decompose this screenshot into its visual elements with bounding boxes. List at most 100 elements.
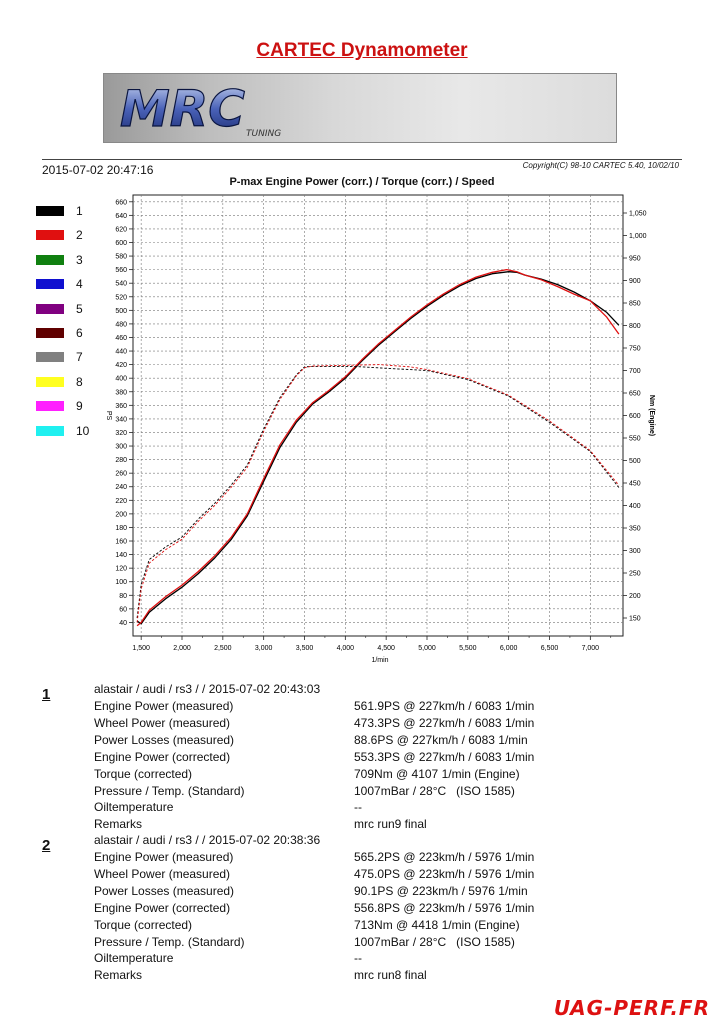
run-row-value: 561.9PS @ 227km/h / 6083 1/min [354,699,535,713]
legend-label: 8 [76,374,83,389]
run-row-label: Engine Power (measured) [94,699,234,713]
y-tick-label: 360 [115,403,127,410]
y-tick-label: 180 [115,525,127,532]
y-tick-label: 280 [115,457,127,464]
series-torque-run-2 [136,364,620,623]
x-tick-label: 2,000 [173,645,191,652]
logo-subtext: TUNING [246,129,281,138]
y-tick-label: 60 [119,606,127,613]
dyno-chart: 1,500 2,000 2,500 3,000 3,500 4,000 4,500 5,000… [105,194,655,664]
legend-swatch [36,401,64,412]
legend-item: 4 [36,277,116,292]
y-tick-label: 200 [115,511,127,518]
x-tick-label: 7,000 [582,645,600,652]
y2-tick-label: 550 [629,436,641,443]
y-tick-label: 580 [115,254,127,261]
run-row-label: Wheel Power (measured) [94,715,231,730]
y2-tick-label: 800 [629,323,641,330]
y-tick-label: 500 [115,308,127,315]
run-row-value: 90.1PS @ 223km/h / 5976 1/min [354,883,528,898]
y-tick-label: 240 [115,484,127,491]
y2-tick-label: 900 [629,278,641,285]
run-row-label: Torque (corrected) [94,766,193,781]
y-tick-label: 220 [115,498,127,505]
legend-swatch [36,230,64,241]
legend-label: 2 [76,228,83,243]
run-row-label: Engine Power (corrected) [94,749,231,764]
x-axis-label: 1/min [371,657,388,664]
run-row-label: Oiltemperature [94,951,174,966]
run-row-value: 556.8PS @ 223km/h / 5976 1/min [354,900,535,915]
run-row-label: Pressure / Temp. (Standard) [94,783,245,798]
run-row-value: 713Nm @ 4418 1/min (Engine) [354,917,520,932]
y2-tick-label: 750 [629,346,641,353]
y-tick-label: 660 [115,199,127,206]
x-tick-label: 5,000 [418,645,436,652]
y-tick-label: 40 [119,620,127,627]
legend-item: 9 [36,399,116,414]
y2-tick-label: 350 [629,526,641,533]
y-tick-label: 460 [115,335,127,342]
run-row-value: -- [354,800,362,815]
run-row-value: 1007mBar / 28°C (ISO 1585) [354,934,515,949]
y2-tick-label: 1,000 [629,233,647,240]
legend-item: 6 [36,326,116,340]
run-row: Engine Power (corrected) 556.8PS @ 223km/… [94,901,694,918]
legend-swatch [36,206,64,216]
y-tick-label: 520 [115,294,127,301]
legend-item: 2 [36,228,116,243]
legend-swatch [36,352,64,363]
y-tick-label: 640 [115,213,127,220]
y2-tick-label: 300 [629,548,641,555]
run-row-label: Oiltemperature [94,800,174,815]
y-tick-label: 120 [115,566,127,573]
legend-item: 7 [36,350,116,364]
run-row: Power Losses (measured) 90.1PS @ 223km/h … [94,884,694,901]
legend-swatch [36,254,64,265]
y-tick-label: 480 [115,321,127,328]
y2-tick-label: 700 [629,368,641,375]
run-number: 1 [42,686,51,703]
run-row: Torque (corrected) 709Nm @ 4107 1/min (En… [94,767,694,784]
y2-axis-label: Nm (Engine) [648,395,655,436]
y-tick-label: 80 [119,593,127,600]
x-tick-label: 4,000 [337,645,355,652]
legend-label: 4 [76,277,83,292]
y2-tick-label: 150 [629,616,641,623]
legend-label: 10 [76,423,90,438]
run-row-label: Pressure / Temp. (Standard) [94,934,245,949]
run-row: Oiltemperature -- [94,800,694,817]
run-row: Engine Power (measured) 561.9PS @ 227km/h… [94,699,694,716]
y-tick-label: 620 [115,226,127,233]
x-tick-label: 3,500 [296,645,314,652]
run-row: Engine Power (corrected) 553.3PS @ 227km/… [94,750,694,767]
logo-text: MRC [120,82,245,138]
run-header: alastair / audi / rs3 / / 2015-07-02 20:… [94,682,321,696]
y-tick-label: 300 [115,444,127,451]
run-row-value: mrc run9 final [354,817,427,832]
chart-title: P-max Engine Power (corr.) / Torque (cor… [229,176,495,188]
y-tick-label: 340 [115,416,127,423]
legend-swatch [36,303,64,314]
run-row: Oiltemperature -- [94,951,694,968]
y2-tick-label: 650 [629,391,641,398]
run-row-value: mrc run8 final [354,968,427,983]
run-row-label: Remarks [94,817,143,832]
run-row: Remarks mrc run9 final [94,817,694,834]
y-tick-label: 440 [115,349,127,356]
y-axis-label: PS [105,411,112,421]
legend-swatch [36,279,64,290]
legend-label: 9 [76,399,83,414]
legend-item: 8 [36,374,116,389]
run-row-label: Engine Power (corrected) [94,900,231,915]
run-row: Torque (corrected) 713Nm @ 4418 1/min (En… [94,918,694,935]
run-row: Pressure / Temp. (Standard) 1007mBar / 28… [94,784,694,801]
x-tick-label: 3,000 [255,645,273,652]
y2-tick-label: 400 [629,503,641,510]
legend-swatch [36,376,64,387]
y-tick-label: 260 [115,471,127,478]
report-timestamp: 2015-07-02 20:47:16 [42,163,154,177]
legend-label: 5 [76,301,83,316]
series-torque-run-1 [136,365,620,619]
run-row-value: 709Nm @ 4107 1/min (Engine) [354,766,520,781]
